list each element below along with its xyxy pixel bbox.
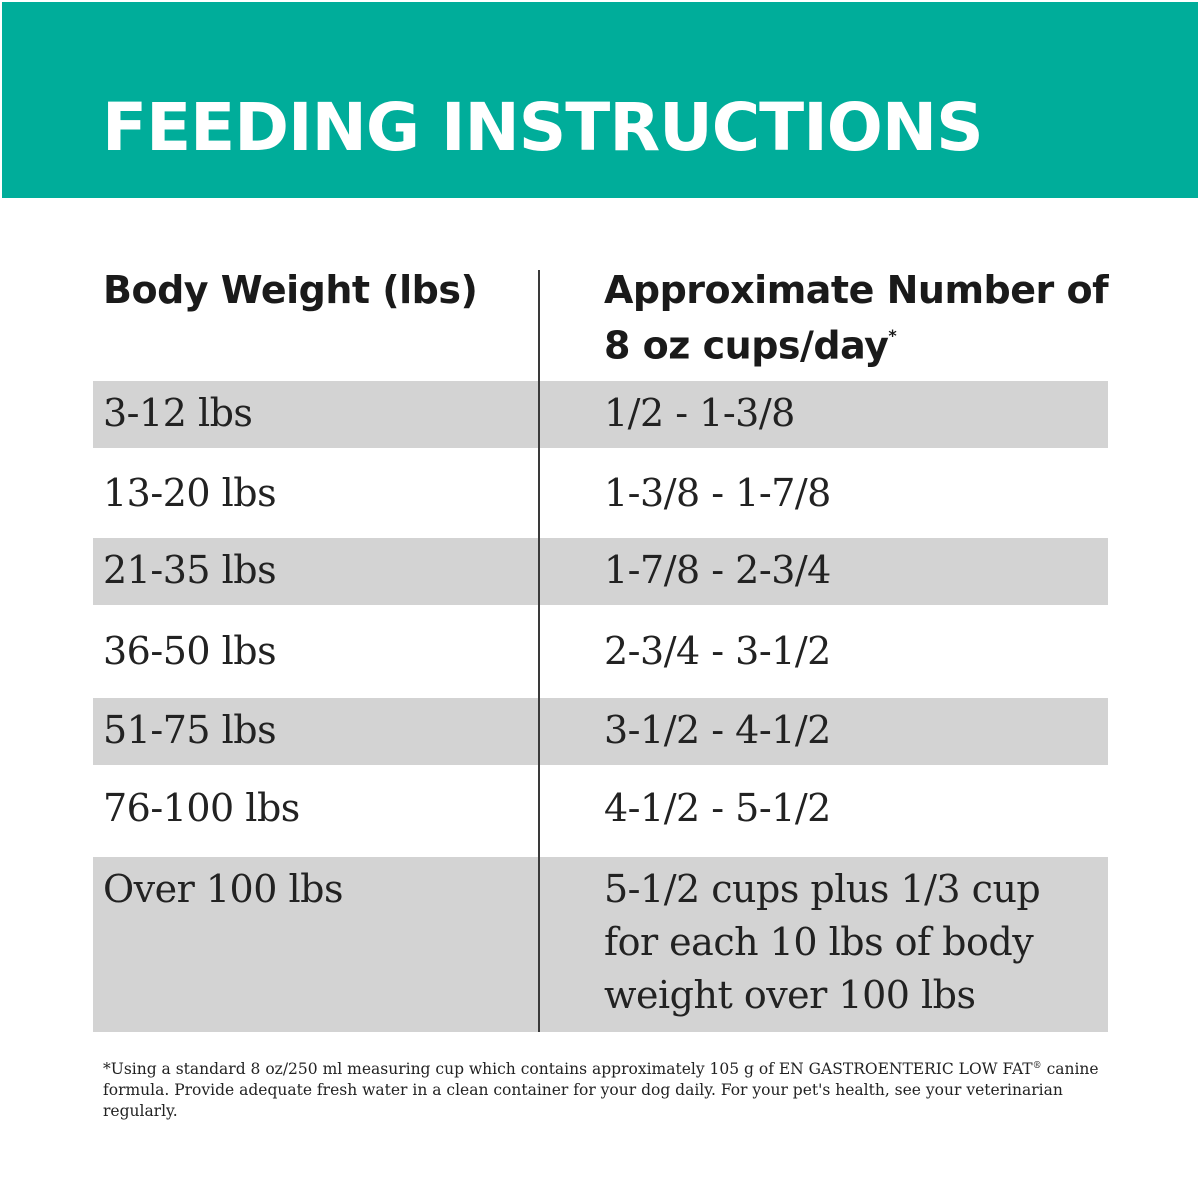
column-header-cups-per-day: Approximate Number of 8 oz cups/day* (604, 265, 1124, 371)
cups-cell: 2-3/4 - 3-1/2 (604, 629, 831, 673)
footnote-marker: * (888, 326, 897, 345)
table-row: 36-50 lbs 2-3/4 - 3-1/2 (93, 605, 1108, 698)
table-row: 76-100 lbs 4-1/2 - 5-1/2 (93, 765, 1108, 857)
table-row: 51-75 lbs 3-1/2 - 4-1/2 (93, 698, 1108, 765)
footnote-text-part1: *Using a standard 8 oz/250 ml measuring … (103, 1060, 1033, 1079)
column-header-cups-text: Approximate Number of 8 oz cups/day (604, 268, 1109, 368)
weight-cell: Over 100 lbs (103, 867, 343, 911)
cups-cell: 1-3/8 - 1-7/8 (604, 471, 831, 515)
footnote: *Using a standard 8 oz/250 ml measuring … (103, 1056, 1113, 1122)
weight-cell: 76-100 lbs (103, 786, 300, 830)
weight-cell: 36-50 lbs (103, 629, 277, 673)
column-header-body-weight: Body Weight (lbs) (103, 268, 478, 312)
table-row: Over 100 lbs 5-1/2 cups plus 1/3 cup for… (93, 857, 1108, 1032)
page-title: FEEDING INSTRUCTIONS (102, 89, 984, 166)
table-row: 3-12 lbs 1/2 - 1-3/8 (93, 381, 1108, 448)
weight-cell: 21-35 lbs (103, 548, 277, 592)
cups-cell: 5-1/2 cups plus 1/3 cup for each 10 lbs … (604, 867, 1041, 1017)
cups-cell: 4-1/2 - 5-1/2 (604, 786, 831, 830)
weight-cell: 3-12 lbs (103, 391, 253, 435)
weight-cell: 13-20 lbs (103, 471, 277, 515)
cups-cell: 3-1/2 - 4-1/2 (604, 708, 831, 752)
cups-cell: 1-7/8 - 2-3/4 (604, 548, 831, 592)
table-row: 13-20 lbs 1-3/8 - 1-7/8 (93, 448, 1108, 538)
footnote-text-part2: canine formula. Provide adequate fresh w… (103, 1060, 1099, 1121)
title-banner (2, 2, 1198, 198)
registered-mark: ® (1032, 1061, 1042, 1071)
table-row: 21-35 lbs 1-7/8 - 2-3/4 (93, 538, 1108, 605)
feeding-table: 3-12 lbs 1/2 - 1-3/8 13-20 lbs 1-3/8 - 1… (93, 381, 1108, 1032)
column-divider (538, 270, 540, 1032)
weight-cell: 51-75 lbs (103, 708, 277, 752)
cups-cell: 1/2 - 1-3/8 (604, 391, 795, 435)
